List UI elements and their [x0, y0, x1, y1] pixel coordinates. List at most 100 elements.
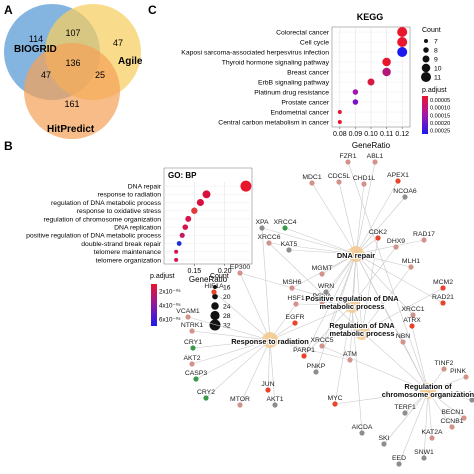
x-tick-label: 0.09: [349, 131, 363, 138]
colorbar-tick-label: 4x10⁻⁰⁵: [159, 302, 181, 309]
kegg-points: [337, 27, 408, 124]
gene-label: CRY1: [184, 339, 202, 346]
gene-node: [410, 312, 416, 318]
hub-node: [348, 246, 364, 262]
network-edge: [192, 339, 271, 349]
category-label: response to oxidative stress: [77, 208, 162, 215]
gene-label: VCAM1: [176, 308, 200, 315]
gene-node: [319, 343, 325, 349]
gene-node: [323, 289, 329, 295]
network-edge: [195, 339, 271, 380]
gene-node: [237, 402, 243, 408]
gene-node: [313, 369, 319, 375]
hub-label: Regulation of chromosome organization: [382, 382, 474, 399]
category-label: DNA replication: [114, 225, 161, 232]
network-edge: [355, 253, 429, 392]
network-edge: [295, 303, 353, 306]
network-nodes: [185, 159, 474, 467]
gene-node: [381, 441, 387, 447]
gene-label: BECN1: [441, 409, 464, 416]
hub-label: Response to radiation: [231, 337, 309, 346]
go-count-legend: 16 20 24 28 32: [209, 284, 231, 331]
network-edge: [351, 304, 363, 434]
gene-node: [461, 415, 467, 421]
category-label: Breast cancer: [287, 69, 330, 76]
x-tick-label: 0.20: [218, 268, 232, 275]
category-label: Endometrial cancer: [270, 109, 329, 116]
size-legend-dot: [421, 72, 431, 82]
size-legend-label: 11: [434, 74, 441, 81]
network-edge: [361, 331, 429, 392]
category-label: response to radiation: [98, 192, 162, 199]
data-point: [185, 215, 192, 222]
gene-node: [469, 397, 474, 403]
size-legend-label: 9: [434, 56, 438, 63]
gene-node: [293, 301, 299, 307]
gene-label: MYC: [327, 395, 342, 402]
kegg-count-legend: 7 8 9 10 11: [421, 38, 442, 82]
gene-node: [402, 410, 408, 416]
gene-node: [409, 323, 415, 329]
size-legend-dot: [211, 302, 219, 310]
gene-label: MCM2: [433, 279, 453, 286]
gene-node: [361, 181, 367, 187]
gene-node: [449, 424, 455, 430]
gene-label: NTRK1: [181, 322, 204, 329]
hub-node: [420, 383, 436, 399]
go-padj-legend-title: p.adjust: [150, 273, 175, 280]
size-legend-dot: [423, 47, 429, 53]
gene-node: [375, 235, 381, 241]
network-edge: [334, 304, 353, 405]
panel-c: C KEGG Colorectal cancer Cell cycle Kaposi…: [148, 3, 450, 150]
hub-node: [262, 332, 278, 348]
gene-node: [400, 339, 406, 345]
gene-node: [441, 366, 447, 372]
category-label: telomere organization: [96, 257, 162, 264]
size-legend-dot: [213, 285, 217, 289]
go-padj-ticks: 2x10⁻⁰⁵ 4x10⁻⁰⁵ 6x10⁻⁰⁵: [159, 288, 181, 323]
category-label: telomere maintenance: [94, 249, 161, 256]
data-point: [397, 37, 408, 47]
gene-node: [319, 299, 325, 305]
network-edge: [261, 227, 357, 255]
hub-label: DNA repair: [337, 251, 375, 260]
gene-label: PINK: [450, 368, 466, 375]
data-point: [382, 57, 391, 67]
data-point: [196, 198, 204, 207]
x-tick-label: 0.08: [333, 131, 347, 138]
category-label: double-strand break repair: [81, 241, 161, 248]
gene-label: AICDA: [352, 424, 373, 431]
size-legend-dot: [421, 63, 431, 73]
panel-a: A BIOGRID Agile HitPredict 114 107 47 47…: [4, 3, 143, 139]
gene-node: [421, 237, 427, 243]
gene-node: [402, 194, 408, 200]
category-label: positive regulation of DNA metabolic pro…: [26, 233, 161, 240]
go-points: [174, 180, 252, 262]
network-edge: [321, 345, 429, 392]
size-legend-label: 28: [223, 313, 231, 320]
network-edge: [347, 161, 429, 392]
gene-node: [189, 328, 195, 334]
size-legend-label: 24: [223, 303, 231, 310]
gene-label: MSH6: [283, 279, 302, 286]
network-edge: [355, 253, 412, 268]
network-edge: [355, 239, 425, 255]
gene-label: DHX9: [387, 238, 405, 245]
x-tick-label: 0.12: [395, 131, 409, 138]
gene-label: XRCC4: [273, 219, 296, 226]
network-edge: [355, 180, 399, 255]
colorbar-tick-label: 0.00015: [430, 113, 450, 119]
network-edge: [191, 330, 271, 341]
hub-label: Positive regulation of DNA metabolic proc…: [305, 294, 399, 311]
venn-count-agile-only: 47: [113, 38, 123, 48]
data-point: [352, 99, 359, 105]
colorbar-tick-label: 6x10⁻⁰⁵: [159, 316, 181, 323]
network-edge: [398, 390, 429, 465]
gene-node: [440, 300, 446, 306]
data-point: [382, 67, 391, 77]
go-x-ticks: 0.15 0.20: [188, 264, 232, 275]
data-point: [174, 249, 179, 254]
network-edge: [284, 227, 357, 255]
network-gene-labels: FZR1 ABL1 MDC1 CDC5L CHD1L APEX1 NCOA6 XPA XRCC4…: [176, 153, 472, 462]
gene-node: [190, 345, 196, 351]
